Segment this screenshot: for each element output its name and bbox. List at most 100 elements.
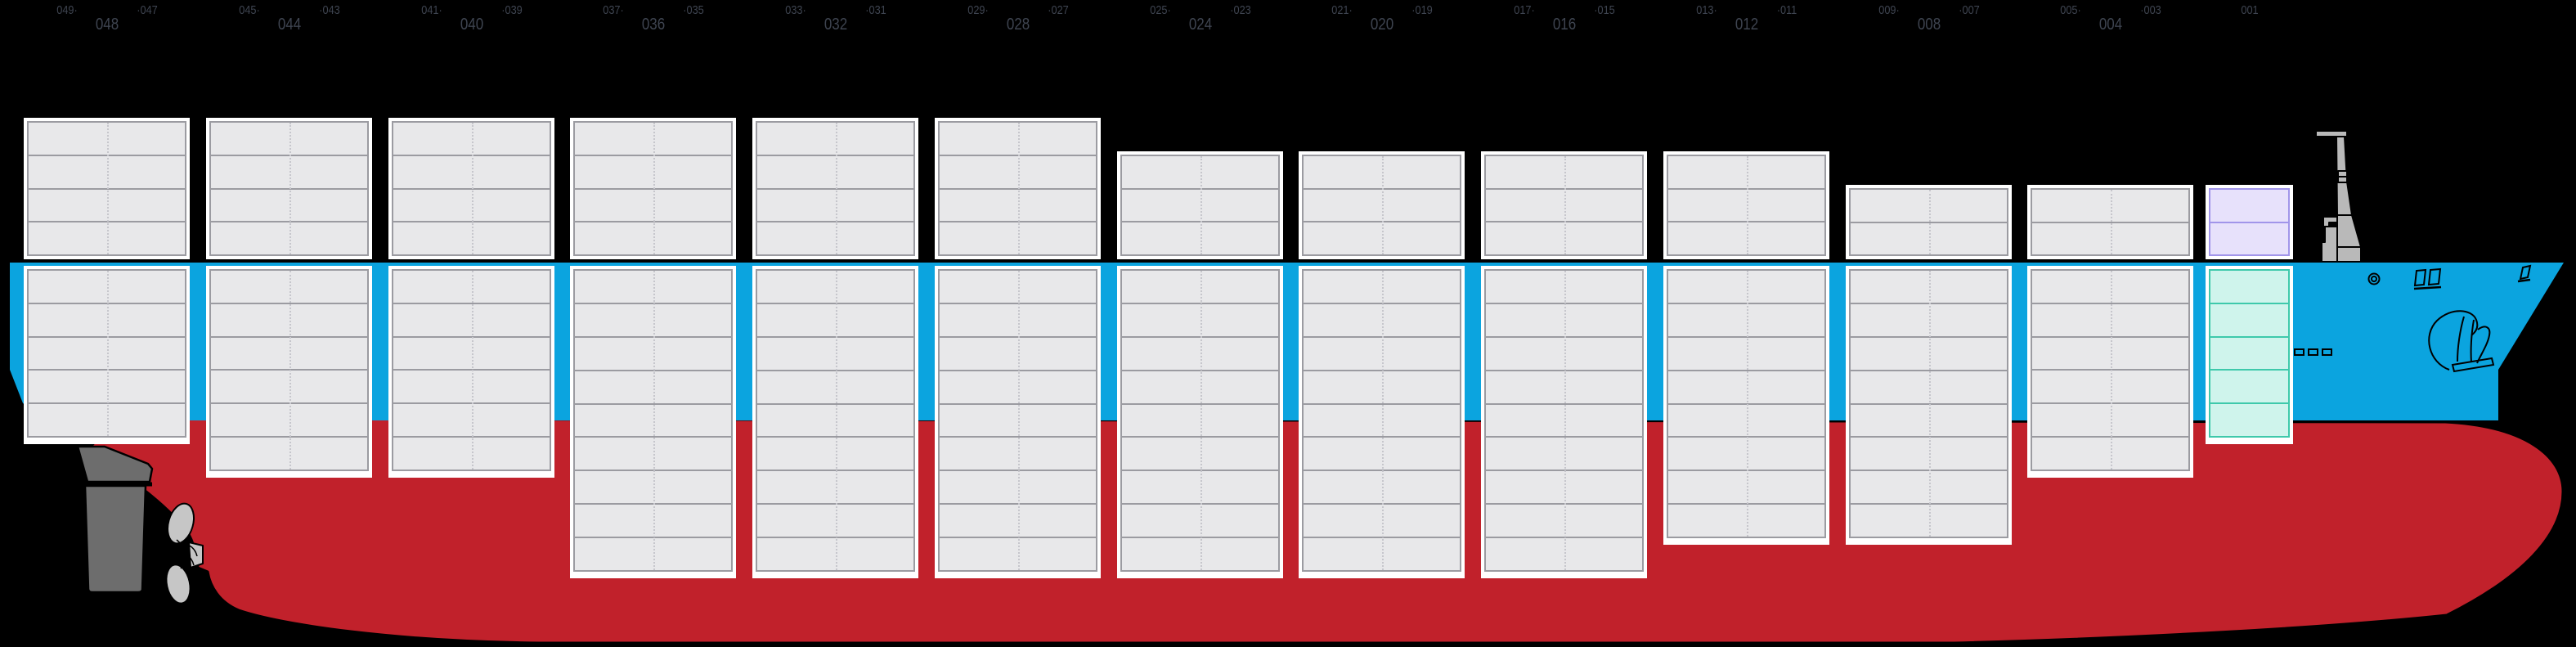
bay-label-001: 001 <box>2240 3 2259 17</box>
bay-004-below-deck[interactable] <box>2027 266 2193 478</box>
bay-036-above-deck[interactable] <box>570 118 736 259</box>
slot-divider <box>1381 271 1384 570</box>
bay-label-004: 004 <box>2098 16 2122 34</box>
rudder-icon <box>76 445 154 594</box>
bay-040-above-deck[interactable] <box>388 118 554 259</box>
bay-008-above-deck[interactable] <box>1846 185 2012 259</box>
bay-label-048: 048 <box>95 16 119 34</box>
bay-label-047: ·047 <box>136 3 158 17</box>
slot-divider <box>471 123 473 254</box>
bay-label-035: ·035 <box>682 3 704 17</box>
bay-016-below-deck[interactable] <box>1481 266 1647 578</box>
bay-label-043: ·043 <box>318 3 340 17</box>
tier-row <box>2210 402 2288 436</box>
bay-012-below-deck[interactable] <box>1663 266 1829 545</box>
foremast-icon <box>2315 113 2362 263</box>
bay-label-037: 037· <box>602 3 624 17</box>
tier-row <box>2210 302 2288 336</box>
bay-044-below-deck[interactable] <box>206 266 372 478</box>
bay-020-above-deck[interactable] <box>1299 151 1465 259</box>
bay-label-036: 036 <box>641 16 665 34</box>
bay-048-below-deck[interactable] <box>24 266 190 444</box>
slot-divider <box>1928 271 1931 537</box>
bay-044-above-deck[interactable] <box>206 118 372 259</box>
bay-label-028: 028 <box>1006 16 1030 34</box>
bay-032-above-deck[interactable] <box>752 118 918 259</box>
tier-row <box>2210 369 2288 402</box>
anchor-icon <box>2428 310 2495 373</box>
bay-001-above-deck[interactable] <box>2206 185 2293 259</box>
bay-label-025: 025· <box>1149 3 1171 17</box>
tier-row <box>2210 190 2288 222</box>
bay-label-045: 045· <box>238 3 260 17</box>
slot-divider <box>1746 271 1748 537</box>
bay-028-above-deck[interactable] <box>935 118 1101 259</box>
bay-001-below-deck[interactable] <box>2206 266 2293 444</box>
bay-032-below-deck[interactable] <box>752 266 918 578</box>
tier-row <box>2210 221 2288 255</box>
bay-label-027: ·027 <box>1047 3 1069 17</box>
bay-label-013: 013· <box>1695 3 1717 17</box>
bay-label-041: 041· <box>420 3 442 17</box>
bay-label-039: ·039 <box>500 3 523 17</box>
bridge-window-icon <box>2427 267 2442 286</box>
bay-008-below-deck[interactable] <box>1846 266 2012 545</box>
bay-label-024: 024 <box>1188 16 1212 34</box>
bay-label-011: ·011 <box>1776 3 1797 17</box>
bay-020-below-deck[interactable] <box>1299 266 1465 578</box>
slot-divider <box>289 271 291 470</box>
slot-divider <box>1746 156 1748 254</box>
bay-004-above-deck[interactable] <box>2027 185 2193 259</box>
bay-012-above-deck[interactable] <box>1663 151 1829 259</box>
bay-label-019: ·019 <box>1411 3 1433 17</box>
bay-label-016: 016 <box>1552 16 1576 34</box>
bay-040-below-deck[interactable] <box>388 266 554 478</box>
slot-divider <box>1564 156 1566 254</box>
bow-flag-icon <box>2519 264 2532 281</box>
bridge-window-icon <box>2413 268 2427 287</box>
bay-label-012: 012 <box>1735 16 1758 34</box>
slot-divider <box>835 271 837 570</box>
porthole-icon <box>2371 276 2377 282</box>
tier-row <box>2210 335 2288 370</box>
bay-label-017: 017· <box>1513 3 1535 17</box>
bay-label-029: 029· <box>967 3 989 17</box>
bay-024-below-deck[interactable] <box>1117 266 1283 578</box>
bay-048-above-deck[interactable] <box>24 118 190 259</box>
slot-divider <box>653 123 655 254</box>
bay-label-009: 009· <box>1878 3 1900 17</box>
bay-label-007: ·007 <box>1958 3 1980 17</box>
bay-016-above-deck[interactable] <box>1481 151 1647 259</box>
bay-label-031: ·031 <box>864 3 886 17</box>
slot-divider <box>653 271 655 570</box>
bow-details <box>2294 264 2532 373</box>
slot-divider <box>1017 123 1020 254</box>
bay-024-above-deck[interactable] <box>1117 151 1283 259</box>
bay-label-020: 020 <box>1370 16 1393 34</box>
bay-label-021: 021· <box>1331 3 1353 17</box>
slot-divider <box>106 123 109 254</box>
slot-divider <box>1928 190 1931 254</box>
draft-marks <box>2294 348 2332 356</box>
bay-036-below-deck[interactable] <box>570 266 736 578</box>
bay-label-033: 033· <box>784 3 806 17</box>
bay-label-003: ·003 <box>2139 3 2161 17</box>
slot-divider <box>471 271 473 470</box>
slot-divider <box>106 271 109 436</box>
slot-divider <box>2110 190 2112 254</box>
tier-row <box>2210 271 2288 303</box>
slot-divider <box>1017 271 1020 570</box>
bay-label-032: 032 <box>824 16 847 34</box>
bay-label-008: 008 <box>1917 16 1941 34</box>
bay-028-below-deck[interactable] <box>935 266 1101 578</box>
slot-divider <box>1200 271 1202 570</box>
bay-label-044: 044 <box>277 16 301 34</box>
bay-label-049: 049· <box>56 3 78 17</box>
propeller-icon <box>165 502 204 604</box>
slot-divider <box>1200 156 1202 254</box>
slot-divider <box>289 123 291 254</box>
porthole-icon <box>2367 272 2381 285</box>
bay-label-023: ·023 <box>1229 3 1251 17</box>
slot-divider <box>1381 156 1384 254</box>
